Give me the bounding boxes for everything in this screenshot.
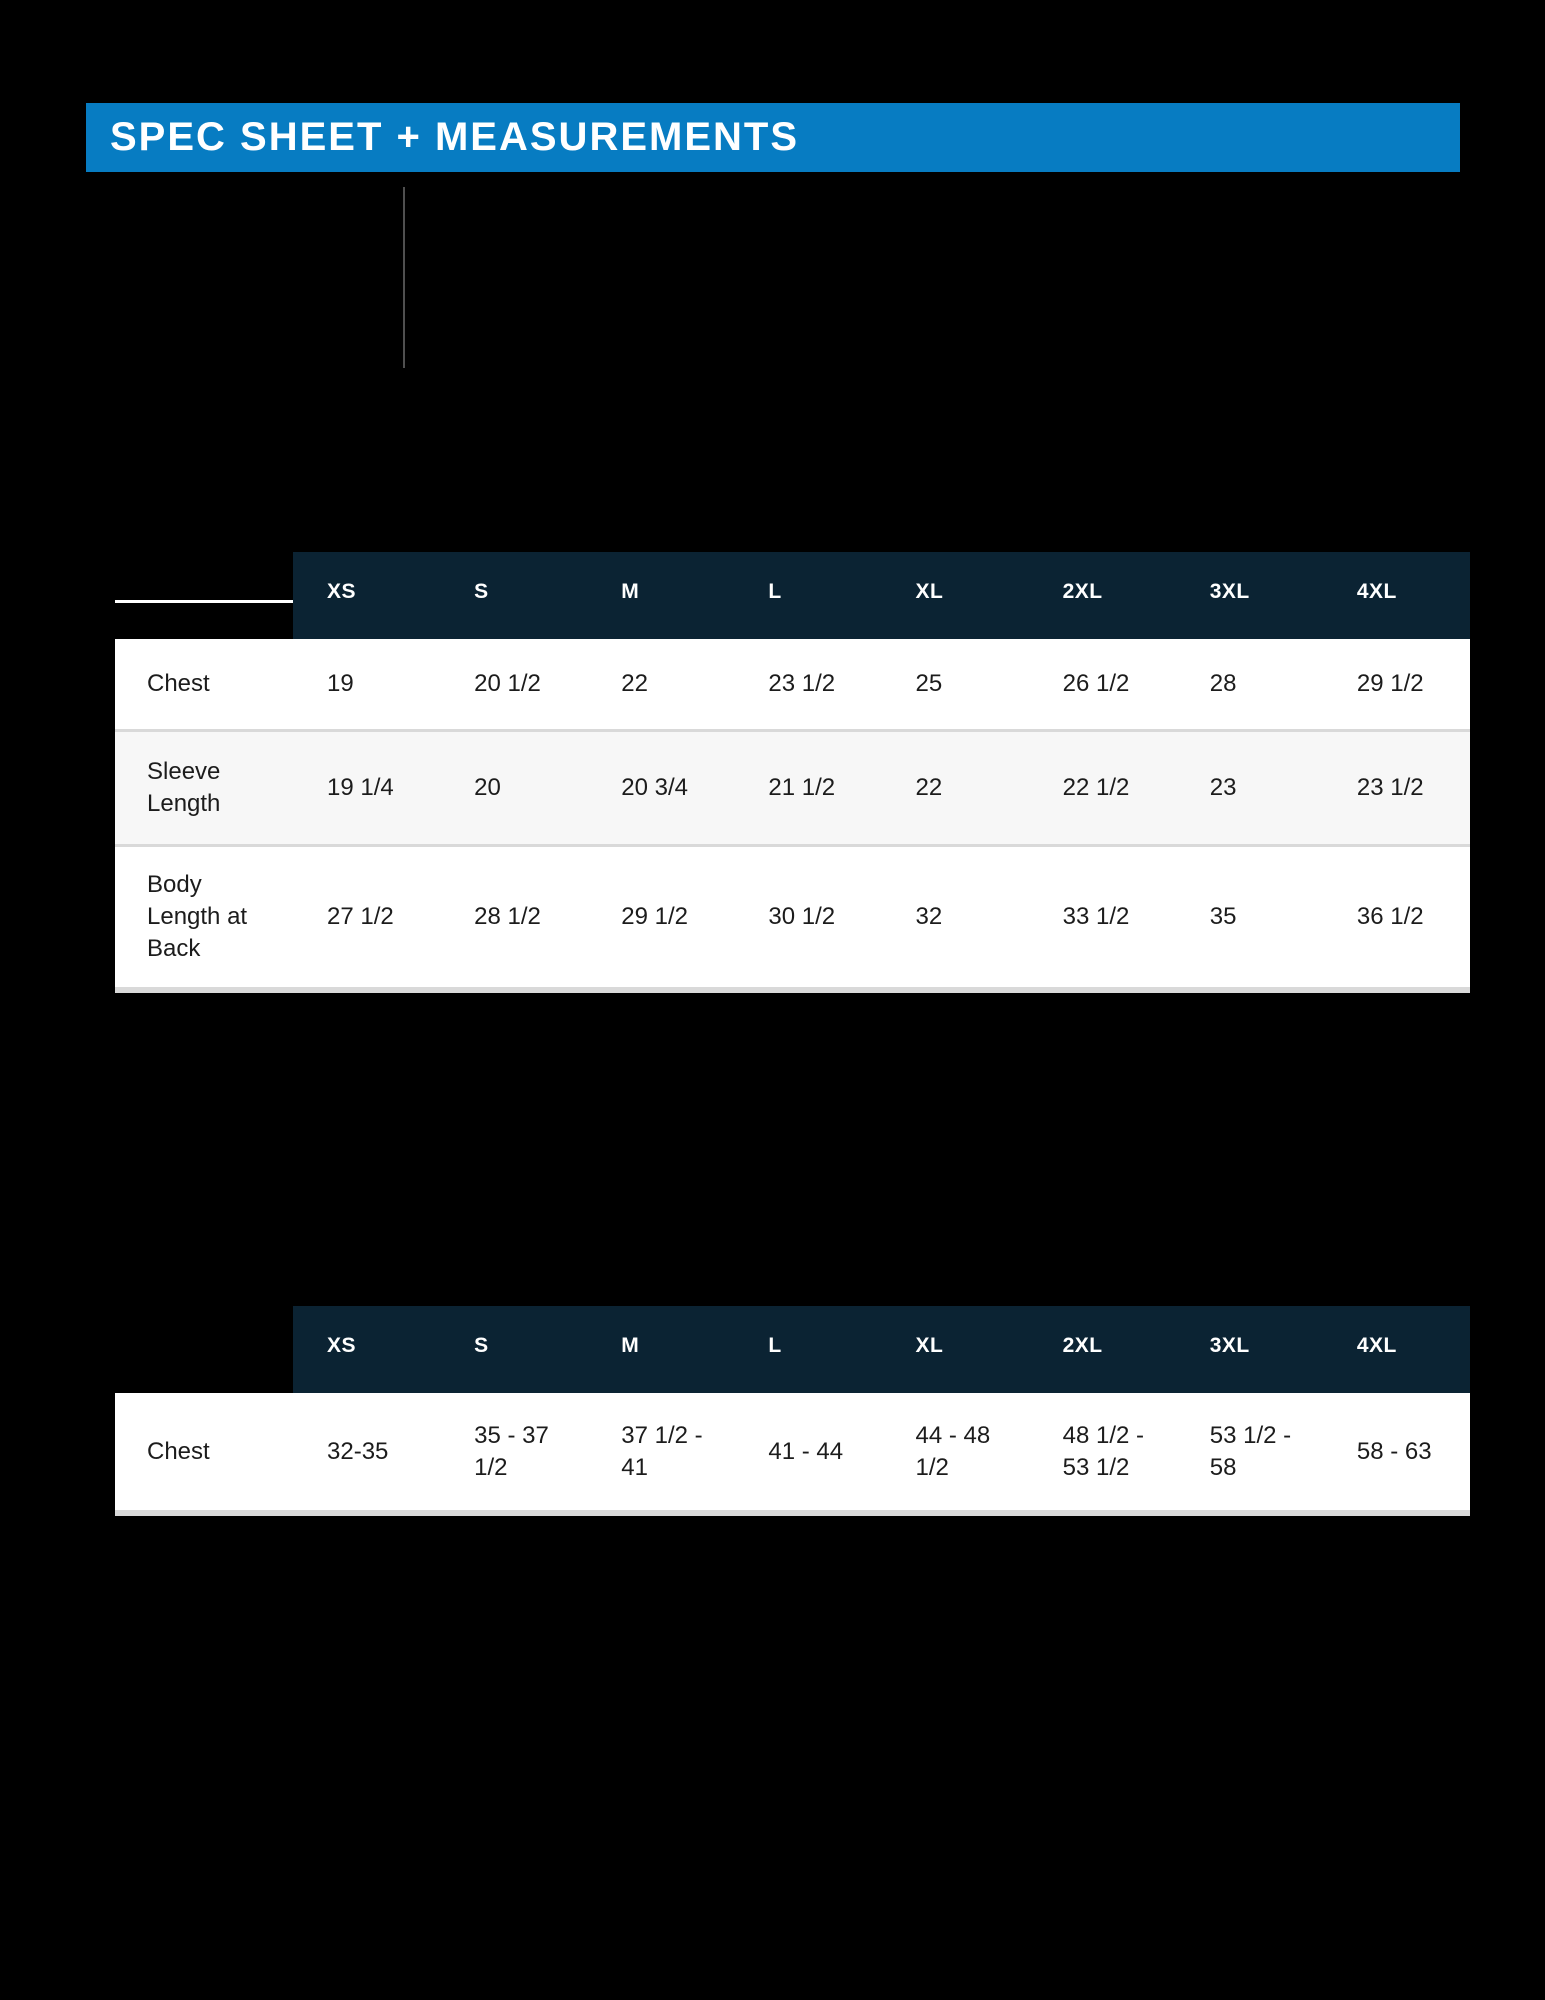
cell-value: 28	[1209, 670, 1237, 698]
cell-value: 41 - 44	[768, 1437, 844, 1465]
cell-value: 58 - 63	[1356, 1437, 1432, 1465]
cell-value: 28 1/2	[474, 903, 541, 931]
column-header-xs: XS	[293, 1306, 441, 1393]
cell-value: 26 1/2	[1062, 670, 1130, 698]
table-header-row: XS S M L XL 2XL 3XL 4XL	[115, 552, 1470, 639]
cell-value: 20 3/4	[621, 774, 688, 802]
table-header-row: XS S M L XL 2XL 3XL 4XL	[115, 1306, 1470, 1393]
cell-value: 29 1/2	[621, 903, 688, 931]
row-label: Chest	[147, 670, 210, 698]
column-header-m: M	[587, 1306, 735, 1393]
column-header-4xl: 4XL	[1322, 1306, 1470, 1393]
row-label: Sleeve Length	[147, 758, 221, 817]
cell-value: 32	[915, 903, 943, 931]
table-row-sleeve-length: Sleeve Length 19 1/4 20 20 3/4 21 1/2 22…	[115, 732, 1470, 847]
header-spacer-cell	[115, 1306, 293, 1393]
cell-value: 27 1/2	[327, 903, 394, 931]
column-header-l: L	[734, 552, 882, 639]
table-row-chest: Chest 32-35 35 - 37 1/2 37 1/2 - 41 41 -…	[115, 1393, 1470, 1510]
label-header-top-edge	[115, 600, 293, 603]
header-divider-line	[403, 187, 405, 368]
cell-value: 20	[474, 774, 501, 802]
cell-value: 36 1/2	[1356, 903, 1424, 931]
cell-value: 25	[915, 670, 943, 698]
cell-value: 19 1/4	[327, 774, 394, 802]
column-header-s: S	[440, 552, 588, 639]
cell-value: 22	[621, 670, 648, 698]
column-header-l: L	[734, 1306, 882, 1393]
column-header-xl: XL	[881, 1306, 1029, 1393]
column-header-m: M	[587, 552, 735, 639]
cell-value: 23	[1209, 774, 1237, 802]
column-header-xs: XS	[293, 552, 441, 639]
cell-value: 22 1/2	[1062, 774, 1130, 802]
column-header-3xl: 3XL	[1175, 1306, 1323, 1393]
cell-value: 33 1/2	[1062, 903, 1130, 931]
cell-value: 21 1/2	[768, 774, 836, 802]
row-label: Body Length at Back	[147, 871, 248, 962]
column-header-4xl: 4XL	[1322, 552, 1470, 639]
cell-value: 29 1/2	[1356, 670, 1424, 698]
cell-value: 35 - 37 1/2	[474, 1421, 549, 1481]
column-header-s: S	[440, 1306, 588, 1393]
table-bottom-border	[115, 1510, 1470, 1516]
page-title: SPEC SHEET + MEASUREMENTS	[110, 115, 800, 159]
cell-value: 32-35	[327, 1437, 389, 1465]
cell-value: 37 1/2 - 41	[621, 1421, 703, 1481]
table-row-chest: Chest 19 20 1/2 22 23 1/2 25 26 1/2 28 2…	[115, 639, 1470, 732]
column-header-2xl: 2XL	[1028, 1306, 1176, 1393]
column-header-2xl: 2XL	[1028, 552, 1176, 639]
cell-value: 30 1/2	[768, 903, 836, 931]
cell-value: 23 1/2	[768, 670, 836, 698]
table-bottom-border	[115, 987, 1470, 993]
header-spacer-cell	[115, 552, 293, 639]
cell-value: 48 1/2 - 53 1/2	[1062, 1421, 1145, 1481]
row-label: Chest	[147, 1437, 210, 1465]
cell-value: 19	[327, 670, 354, 698]
cell-value: 20 1/2	[474, 670, 541, 698]
table-row-body-length-at-back: Body Length at Back 27 1/2 28 1/2 29 1/2…	[115, 847, 1470, 987]
cell-value: 35	[1209, 903, 1237, 931]
cell-value: 53 1/2 - 58	[1209, 1421, 1292, 1481]
body-measurements-table: XS S M L XL 2XL 3XL 4XL Chest 32-35 35 -…	[115, 1306, 1470, 1516]
column-header-3xl: 3XL	[1175, 552, 1323, 639]
cell-value: 22	[915, 774, 943, 802]
column-header-xl: XL	[881, 552, 1029, 639]
spec-measurements-table: XS S M L XL 2XL 3XL 4XL Chest 19 20 1/2 …	[115, 552, 1470, 993]
cell-value: 44 - 48 1/2	[915, 1421, 991, 1481]
cell-value: 23 1/2	[1356, 774, 1424, 802]
title-bar: SPEC SHEET + MEASUREMENTS	[86, 103, 1460, 172]
